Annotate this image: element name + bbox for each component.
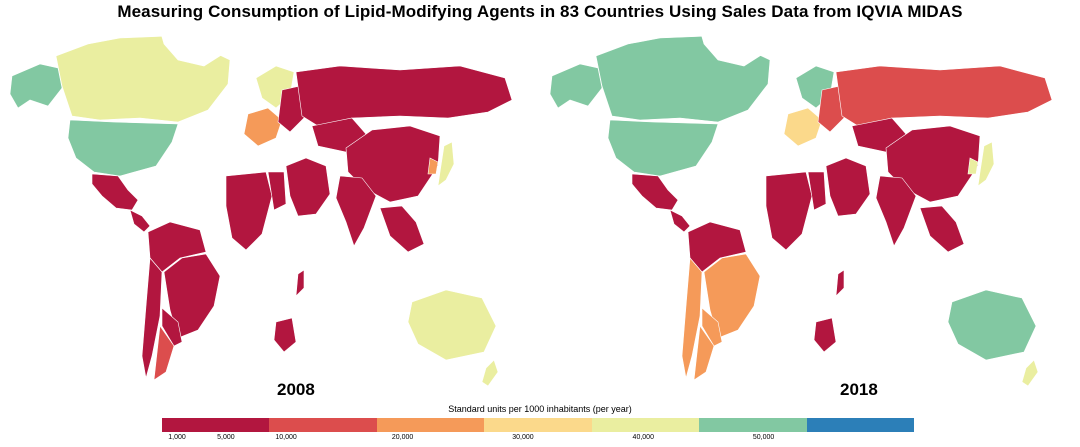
region-south-africa (813, 317, 837, 353)
region-australia (947, 289, 1037, 361)
region-greenland (159, 26, 233, 67)
region-south-africa (273, 317, 297, 353)
legend-swatch (591, 418, 700, 432)
region-middle-east (285, 157, 331, 217)
region-north-africa (765, 171, 813, 251)
year-label-2008: 2008 (277, 380, 315, 399)
legend-swatch (376, 418, 485, 432)
region-argentina-north (701, 307, 723, 347)
legend-tick-label: 10,000 (275, 434, 297, 441)
legend-tick-label: 5,000 (217, 434, 235, 441)
region-alaska (549, 63, 603, 109)
region-korea (967, 157, 979, 175)
region-new-zealand (481, 359, 499, 386)
region-mexico (91, 173, 139, 211)
region-southeast-asia (379, 205, 425, 253)
region-central-america (129, 209, 151, 233)
region-greenland (699, 26, 773, 67)
region-western-europe (783, 107, 823, 147)
region-argentina-south (693, 325, 715, 381)
region-middle-east (825, 157, 871, 217)
legend-title: Standard units per 1000 inhabitants (per… (448, 404, 632, 414)
region-alaska (9, 63, 63, 109)
region-usa (67, 119, 179, 177)
region-chile (681, 257, 703, 379)
region-eastern-europe (817, 85, 845, 133)
legend-swatch (484, 418, 592, 432)
legend-swatch (162, 418, 270, 432)
world-map-2008 (9, 26, 513, 386)
region-japan (977, 141, 995, 187)
legend-swatch (806, 418, 914, 432)
legend-tick-label: 50,000 (752, 434, 775, 441)
region-australia (407, 289, 497, 361)
region-egypt (807, 171, 827, 211)
region-usa (607, 119, 719, 177)
region-argentina-north (161, 307, 183, 347)
region-mexico (631, 173, 679, 211)
region-korea (427, 157, 439, 175)
region-central-america (669, 209, 691, 233)
region-india (335, 175, 377, 247)
region-russia (295, 65, 513, 127)
region-egypt (267, 171, 287, 211)
legend-tick-label: 40,000 (632, 434, 654, 441)
region-madagascar (295, 269, 305, 297)
region-madagascar (835, 269, 845, 297)
region-japan (437, 141, 455, 187)
region-russia (835, 65, 1053, 127)
region-new-zealand (1021, 359, 1039, 386)
region-argentina-south (153, 325, 175, 381)
legend-tick-label: 20,000 (391, 434, 414, 441)
year-label-2018: 2018 (840, 380, 878, 399)
region-western-europe (243, 107, 283, 147)
region-eastern-europe (277, 85, 305, 133)
legend-swatch (699, 418, 807, 432)
chart-title: Measuring Consumption of Lipid-Modifying… (117, 2, 963, 21)
region-southeast-asia (919, 205, 965, 253)
world-map-2018 (549, 26, 1053, 386)
legend-tick-label: 1,000 (168, 434, 186, 441)
region-chile (141, 257, 163, 379)
color-legend-bar (162, 418, 914, 432)
legend-swatch (269, 418, 377, 432)
region-north-africa (225, 171, 273, 251)
legend-tick-label: 30,000 (512, 434, 534, 441)
region-india (875, 175, 917, 247)
legend-ticks: 1,000 5,000 10,000 20,000 30,000 40,000 50,000 (162, 434, 914, 446)
